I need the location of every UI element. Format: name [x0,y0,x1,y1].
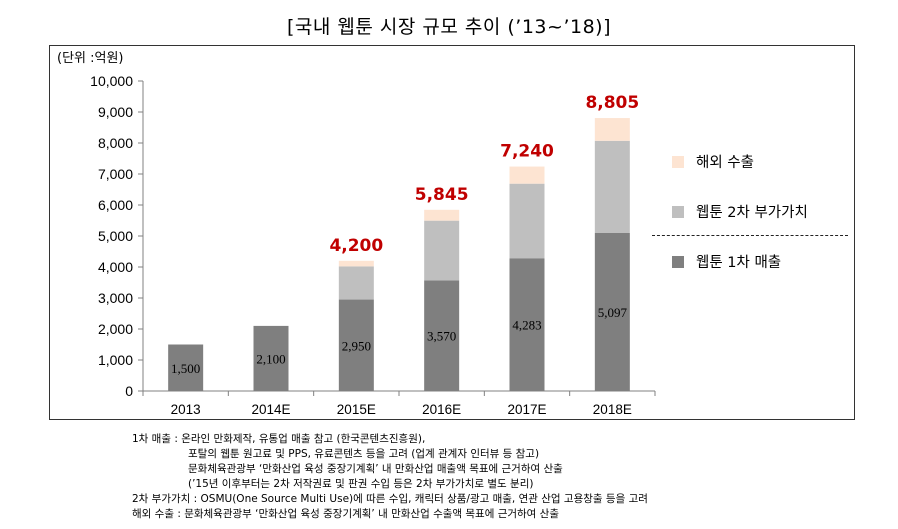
y-tick-label: 8,000 [98,135,133,151]
bar-segment-secondary [338,266,374,300]
data-labels: 1,500 2,100 2,950 4,200 3,570 5,845 4,283 7,240… [171,93,639,376]
y-tick-label: 1,000 [98,352,133,368]
legend-separator [652,235,848,236]
legend-swatch-secondary [672,205,684,218]
data-label: 1,500 [171,361,200,376]
y-tick-label: 9,000 [98,104,133,120]
legend-item-secondary: 웹툰 2차 부가가치 [672,201,808,222]
y-tick-label: 5,000 [98,228,133,244]
bar-segment-primary [509,258,545,391]
total-label: 8,805 [585,93,639,113]
bar-segment-export [509,166,545,184]
bar-segment-primary [424,280,460,391]
legend-item-export: 해외 수출 [672,151,754,172]
y-tick-label: 0 [125,383,133,399]
total-label: 7,240 [500,142,554,162]
bar-segment-export [424,209,460,221]
legend-label-secondary: 웹툰 2차 부가가치 [696,205,808,221]
bars [168,118,630,391]
data-label: 3,570 [427,329,456,344]
legend-swatch-primary [672,255,684,268]
note-line: 문화체육관광부 ‘만화산업 육성 중장기계획’ 내 만화산업 매출액 목표에 근… [188,463,563,475]
y-tick-label: 7,000 [98,166,133,182]
bar-segment-secondary [424,220,460,281]
x-tick-label: 2015E [337,402,376,417]
data-label: 2,950 [342,338,371,353]
note-line: 해외 수출 : 문화체육관광부 ‘만화산업 육성 중장기계획’ 내 만화산업 수… [132,508,560,520]
chart-frame [49,45,855,420]
y-tick-label: 10,000 [90,73,133,89]
y-tick-label: 2,000 [98,321,133,337]
legend-swatch-export [672,155,684,168]
total-label: 5,845 [415,185,469,205]
bar-segment-secondary [509,183,545,259]
data-label: 5,097 [598,305,628,320]
bar-segment-secondary [594,140,630,233]
bar-segment-primary [338,299,374,391]
x-tick-label: 2014E [251,402,290,417]
note-line: 1차 매출 : 온라인 만화제작, 유통업 매출 참고 (한국콘텐츠진흥원), [132,433,426,445]
bar-segment-primary [594,232,630,391]
x-tick-label: 2013 [171,402,201,417]
bar-segment-primary [253,325,289,391]
data-label: 4,283 [512,318,541,333]
note-line: 2차 부가가치 : OSMU(One Source Multi Use)에 따른… [132,493,648,505]
y-tick-label: 3,000 [98,290,133,306]
legend-item-primary: 웹툰 1차 매출 [672,251,781,272]
bar-segment-export [338,260,374,267]
bar-segment-primary [168,344,204,391]
unit-label: (단위 :억원) [57,51,124,66]
note-line: 포탈의 웹툰 원고료 및 PPS, 유료콘텐츠 등을 고려 (업계 관계자 인터… [188,448,540,460]
axes: 0 1,000 2,000 3,000 4,000 5,000 6,000 7,000 8,00… [90,73,656,417]
total-label: 4,200 [329,236,383,256]
legend-label-primary: 웹툰 1차 매출 [696,255,782,271]
x-tick-label: 2017E [507,402,546,417]
chart-title: [국내 웹툰 시장 규모 추이 (’13~’18)] [286,16,611,38]
x-tick-label: 2016E [422,402,461,417]
y-tick-label: 4,000 [98,259,133,275]
footnotes: 1차 매출 : 온라인 만화제작, 유통업 매출 참고 (한국콘텐츠진흥원), … [132,432,648,522]
note-line: (’15년 이후부터는 2차 저작권료 및 판권 수입 등은 2차 부가가치로 … [188,478,534,490]
x-tick-label: 2018E [593,402,632,417]
legend-label-export: 해외 수출 [696,155,754,171]
bar-segment-export [594,118,630,141]
y-tick-label: 6,000 [98,197,133,213]
data-label: 2,100 [256,351,285,366]
